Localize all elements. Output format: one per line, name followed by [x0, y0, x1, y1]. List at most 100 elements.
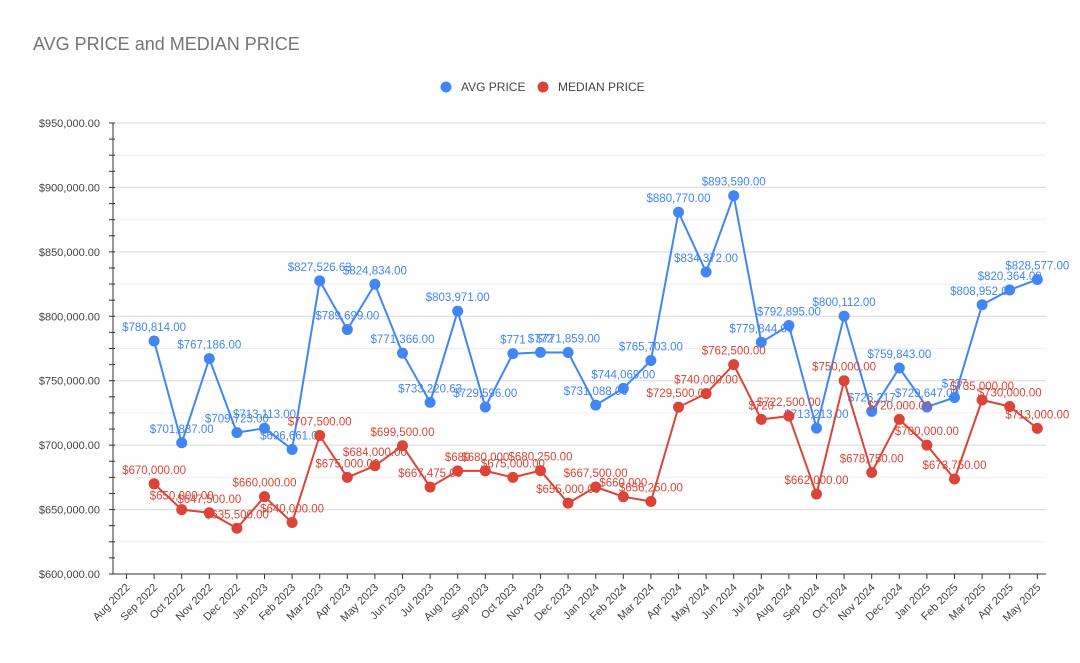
data-label: $720,000.00: [867, 400, 931, 412]
y-tick-label: $600,000.00: [39, 569, 100, 581]
data-label: $828,577.00: [1005, 260, 1069, 272]
data-label: $740,000.00: [674, 375, 738, 387]
data-point: [673, 206, 684, 218]
data-point: [507, 348, 519, 360]
data-point: [811, 488, 822, 500]
legend-marker: [440, 81, 452, 93]
data-label: $720: [749, 400, 775, 412]
data-point: [728, 190, 740, 202]
data-label: $713,213.00: [785, 409, 849, 421]
data-point: [645, 496, 657, 508]
data-point: [424, 396, 436, 408]
data-point: [562, 347, 574, 359]
data-label: $701,837.00: [150, 424, 214, 436]
data-point: [397, 347, 408, 359]
data-label: $713,000.00: [1005, 409, 1069, 421]
data-label: $684,000.00: [343, 447, 407, 459]
data-point: [811, 422, 822, 434]
data-label: $647,500.00: [177, 494, 241, 506]
data-point: [590, 399, 602, 411]
data-label: $744,069.00: [591, 369, 655, 381]
data-label: $699,500.00: [371, 427, 435, 439]
y-tick-label: $700,000.00: [39, 440, 100, 452]
data-label: $767,186.00: [177, 340, 241, 352]
data-label: $650,000.00: [150, 491, 214, 503]
data-label: $772: [528, 333, 554, 345]
data-point: [341, 471, 353, 483]
data-point: [1004, 400, 1016, 412]
data-point: [286, 443, 298, 455]
data-point: [286, 516, 298, 528]
y-tick-label: $850,000.00: [39, 247, 100, 259]
data-label: $771,366.00: [371, 334, 435, 346]
data-point: [921, 439, 933, 451]
data-point: [314, 429, 326, 441]
legend-marker: [537, 81, 549, 93]
data-label: $729,647.00: [895, 388, 959, 400]
data-label: $834,372.00: [674, 253, 738, 265]
y-tick-label: $950,000.00: [39, 118, 100, 130]
data-point: [452, 305, 464, 317]
data-label: $667,500.00: [564, 468, 628, 480]
data-point: [259, 491, 270, 503]
data-label: $700,000.00: [895, 426, 959, 438]
data-label: $893,590.00: [702, 177, 766, 189]
data-point: [617, 382, 629, 394]
data-label: $696,661.00: [260, 430, 324, 442]
data-label: $733,220.63: [398, 383, 462, 395]
data-label: $707,500.00: [288, 416, 352, 428]
data-point: [424, 481, 436, 493]
data-label: $779,844.00: [729, 323, 793, 335]
data-point: [755, 413, 767, 425]
data-point: [838, 310, 850, 322]
data-point: [369, 278, 381, 290]
data-label: $759,843.00: [867, 349, 931, 361]
data-label: $655,000.00: [536, 484, 600, 496]
data-label: $762,500.00: [702, 346, 766, 358]
data-point: [921, 401, 933, 413]
data-point: [866, 467, 878, 479]
data-point: [231, 427, 243, 439]
data-label: $640,000.00: [260, 503, 324, 515]
y-tick-label: $800,000.00: [39, 311, 100, 323]
legend-label: AVG PRICE: [461, 80, 525, 94]
data-point: [507, 471, 519, 483]
data-label: $673,750.00: [923, 460, 987, 472]
data-point: [590, 481, 602, 493]
data-label: $722,500.00: [757, 397, 821, 409]
data-point: [728, 359, 740, 371]
data-label: $820,364.00: [978, 271, 1042, 283]
data-label: $789,699.00: [315, 311, 379, 323]
data-label: $803,971.00: [426, 292, 490, 304]
data-label: $656,250.00: [619, 483, 683, 495]
data-label: $735,000.00: [950, 381, 1014, 393]
data-point: [176, 437, 188, 449]
data-point: [259, 422, 270, 434]
data-label: $729,596.00: [453, 388, 517, 400]
data-label: $824,834.00: [343, 265, 407, 277]
data-point: [231, 522, 243, 534]
data-point: [673, 401, 684, 413]
data-point: [755, 336, 767, 348]
data-label: $731,088.00: [564, 386, 628, 398]
data-point: [1031, 422, 1043, 434]
data-point: [866, 405, 878, 417]
data-label: $771,859.00: [536, 334, 600, 346]
data-label: $660,000: [599, 478, 647, 490]
data-point: [148, 478, 160, 490]
data-label: $670,000.00: [122, 465, 186, 477]
data-label: $680,000: [461, 452, 509, 464]
data-point: [1004, 284, 1016, 296]
data-label: $662,000.00: [785, 475, 849, 487]
data-point: [452, 465, 464, 477]
data-point: [562, 497, 574, 509]
data-point: [976, 299, 988, 311]
data-label: $800,112.00: [813, 297, 876, 309]
data-label: $750,000.00: [812, 362, 876, 374]
data-point: [148, 335, 160, 347]
data-point: [397, 440, 408, 452]
data-label: $713,113.00: [233, 409, 296, 421]
data-point: [479, 401, 491, 413]
data-point: [838, 375, 850, 387]
